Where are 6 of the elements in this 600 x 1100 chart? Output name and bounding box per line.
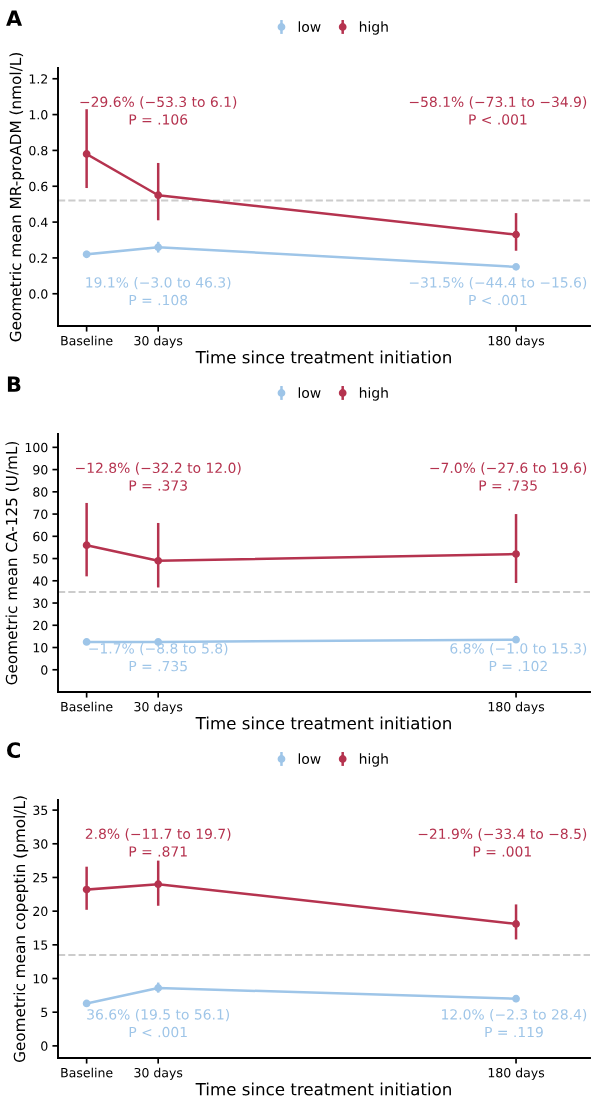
x-axis-title: Time since treatment initiation (195, 1082, 451, 1096)
chart-title: A (6, 10, 23, 26)
chart-title: C (7, 742, 20, 759)
chart-title: B (7, 376, 21, 392)
x-axis-title: Time since treatment initiation (195, 350, 451, 364)
x-axis-title: Time since treatment initiation (195, 716, 451, 730)
